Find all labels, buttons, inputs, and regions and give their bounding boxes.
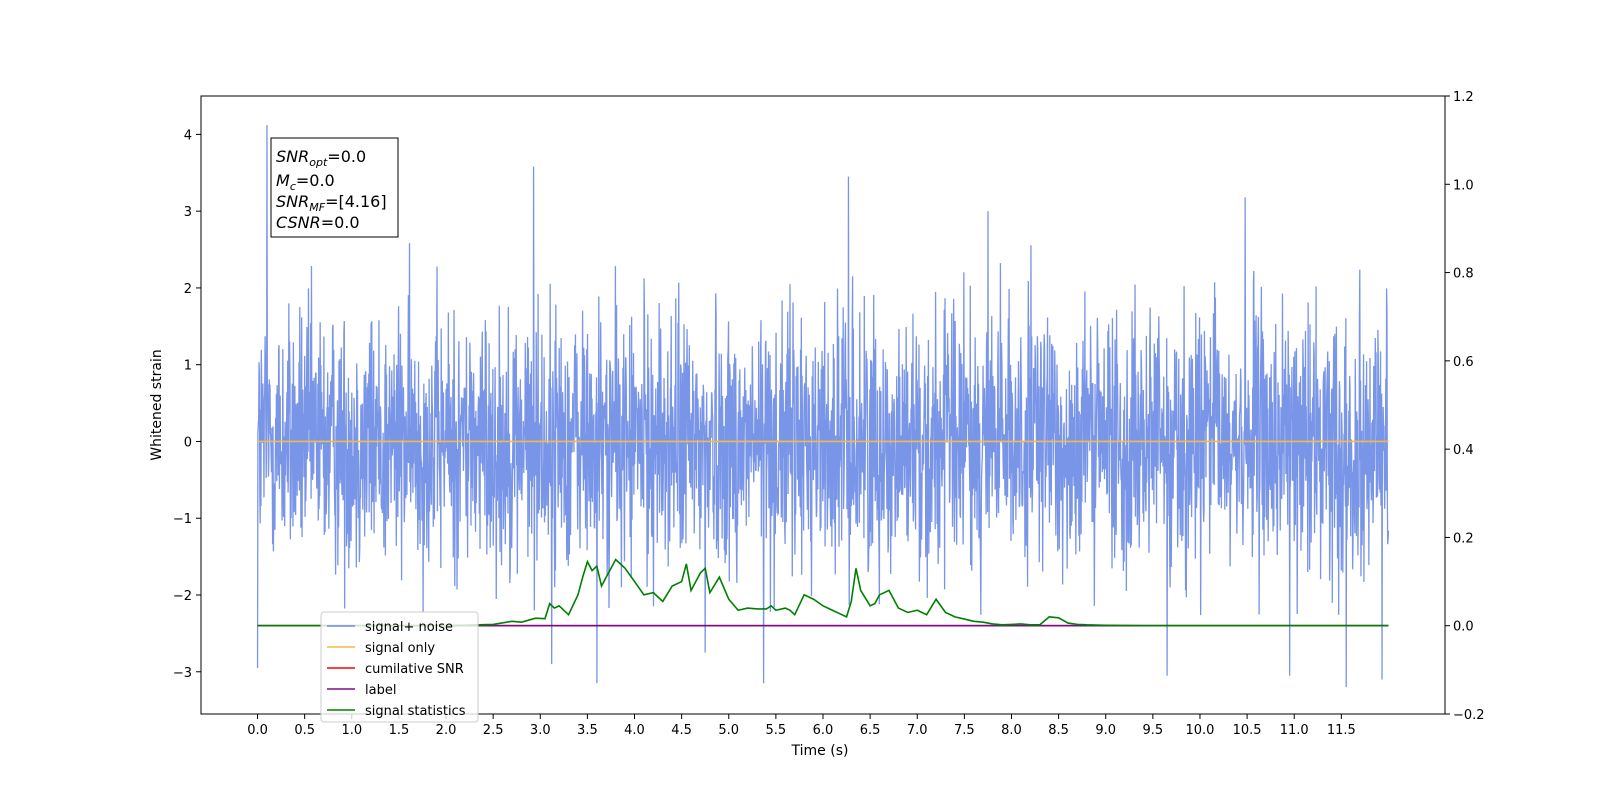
y-tick-label: 0 [184, 435, 192, 450]
info-line-snr-opt: SNRopt=0.0 [276, 147, 366, 169]
y2-tick-label: 0.0 [1453, 620, 1474, 635]
x-tick-label: 11.0 [1280, 723, 1309, 738]
x-tick-label: 6.0 [813, 723, 834, 738]
y2-tick-label: 0.8 [1453, 267, 1474, 282]
x-tick-label: 0.5 [294, 723, 315, 738]
y-axis-ticks: −3 −2 −1 0 1 2 3 4 [173, 128, 201, 681]
x-tick-label: 9.5 [1143, 723, 1164, 738]
info-line-mc: Mc=0.0 [276, 171, 335, 193]
y2-tick-label: 0.6 [1453, 355, 1474, 370]
series-line-0 [256, 125, 1390, 688]
y-tick-label: 4 [184, 128, 192, 143]
y-tick-label: 3 [184, 205, 192, 220]
x-tick-label: 1.0 [341, 723, 362, 738]
x-tick-label: 9.0 [1095, 723, 1116, 738]
legend-label: cumilative SNR [365, 662, 464, 677]
x-tick-label: 0.0 [247, 723, 268, 738]
y2-tick-label: −0.2 [1453, 708, 1485, 723]
legend-label: signal+ noise [365, 620, 453, 635]
x-tick-label: 2.0 [436, 723, 457, 738]
x-tick-label: 10.5 [1233, 723, 1262, 738]
x-tick-label: 5.5 [766, 723, 787, 738]
legend-label: label [365, 683, 396, 698]
x-tick-label: 1.5 [389, 723, 410, 738]
x-tick-label: 7.0 [907, 723, 928, 738]
x-tick-label: 8.5 [1048, 723, 1069, 738]
legend-label: signal only [365, 641, 435, 656]
x-tick-label: 4.0 [624, 723, 645, 738]
y2-axis-ticks: −0.2 0.0 0.2 0.4 0.6 0.8 1.0 1.2 [1445, 90, 1485, 723]
y2-tick-label: 0.4 [1453, 443, 1474, 458]
legend-frame [320, 611, 479, 723]
y-axis-label: Whitened strain [149, 349, 165, 460]
x-tick-label: 3.5 [577, 723, 598, 738]
legend-label: signal statistics [365, 704, 466, 719]
x-tick-label: 3.0 [530, 723, 551, 738]
x-axis-ticks: 0.0 0.5 1.0 1.5 2.0 2.5 3.0 3.5 4.0 4.5 5.0 5.5 6.0 6… [247, 714, 1356, 738]
x-tick-label: 11.5 [1327, 723, 1356, 738]
y-tick-label: 2 [184, 282, 192, 297]
series-line-4 [257, 558, 1389, 627]
y2-tick-label: 1.2 [1453, 90, 1474, 105]
y-tick-label: −1 [173, 512, 192, 527]
y2-tick-label: 0.2 [1453, 531, 1474, 546]
legend: signal+ noise signal only cumilative SNR la… [320, 611, 479, 723]
info-line-snr-mf: SNRMF=[4.16] [276, 192, 387, 214]
info-line-csnr: CSNR=0.0 [276, 213, 360, 232]
info-box: SNRopt=0.0 Mc=0.0 SNRMF=[4.16] CSNR=0.0 [270, 137, 399, 238]
y2-tick-label: 1.0 [1453, 178, 1474, 193]
y-tick-label: 1 [184, 359, 192, 374]
y-tick-label: −2 [173, 589, 192, 604]
x-tick-label: 2.5 [483, 723, 504, 738]
x-tick-label: 10.0 [1185, 723, 1214, 738]
y-tick-label: −3 [173, 666, 192, 681]
x-tick-label: 8.0 [1001, 723, 1022, 738]
x-tick-label: 7.5 [954, 723, 975, 738]
x-tick-label: 4.5 [671, 723, 692, 738]
x-tick-label: 5.0 [718, 723, 739, 738]
x-axis-label: Time (s) [791, 743, 849, 759]
info-box-frame [270, 137, 399, 238]
x-tick-label: 6.5 [860, 723, 881, 738]
